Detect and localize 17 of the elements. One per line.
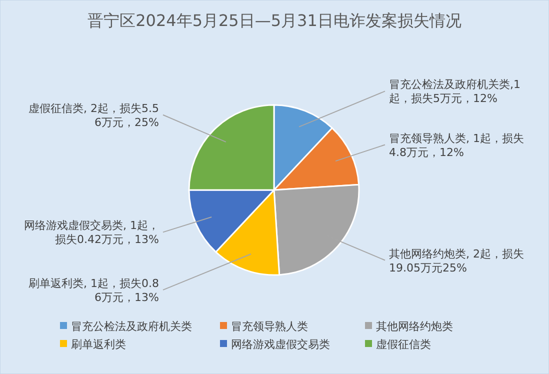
data-label: 冒充领导熟人类, 1起，损失4.8万元，12% [389,132,524,159]
pie-slice [188,104,275,191]
pie-slice [215,189,280,276]
legend-label: 刷单返利类 [71,338,126,351]
data-label: 冒充公检法及政府机关类,1起，损失5万元，12% [389,78,520,106]
data-label: 网络游戏虚假交易类, 1起，损失0.42万元，13% [24,219,159,246]
legend-label: 网络游戏虚假交易类 [231,338,330,351]
data-label: 刷单返利类, 1起，损失0.86万元，13% [28,276,159,304]
legend-label: 虚假征信类 [376,338,431,351]
legend-label: 冒充公检法及政府机关类 [71,320,192,333]
legend-label: 其他网络约炮类 [376,320,453,333]
legend-label: 冒充领导熟人类 [231,320,308,333]
pie-slice [273,127,360,191]
pie-slice [188,189,275,253]
chart-title: 晋宁区2024年5月25日—5月31日电诈发案损失情况 [88,11,462,30]
data-label: 其他网络约炮类, 2起，损失19.05万元25% [389,247,524,274]
data-label: 虚假征信类, 2起，损失5.56万元，25% [28,102,159,129]
